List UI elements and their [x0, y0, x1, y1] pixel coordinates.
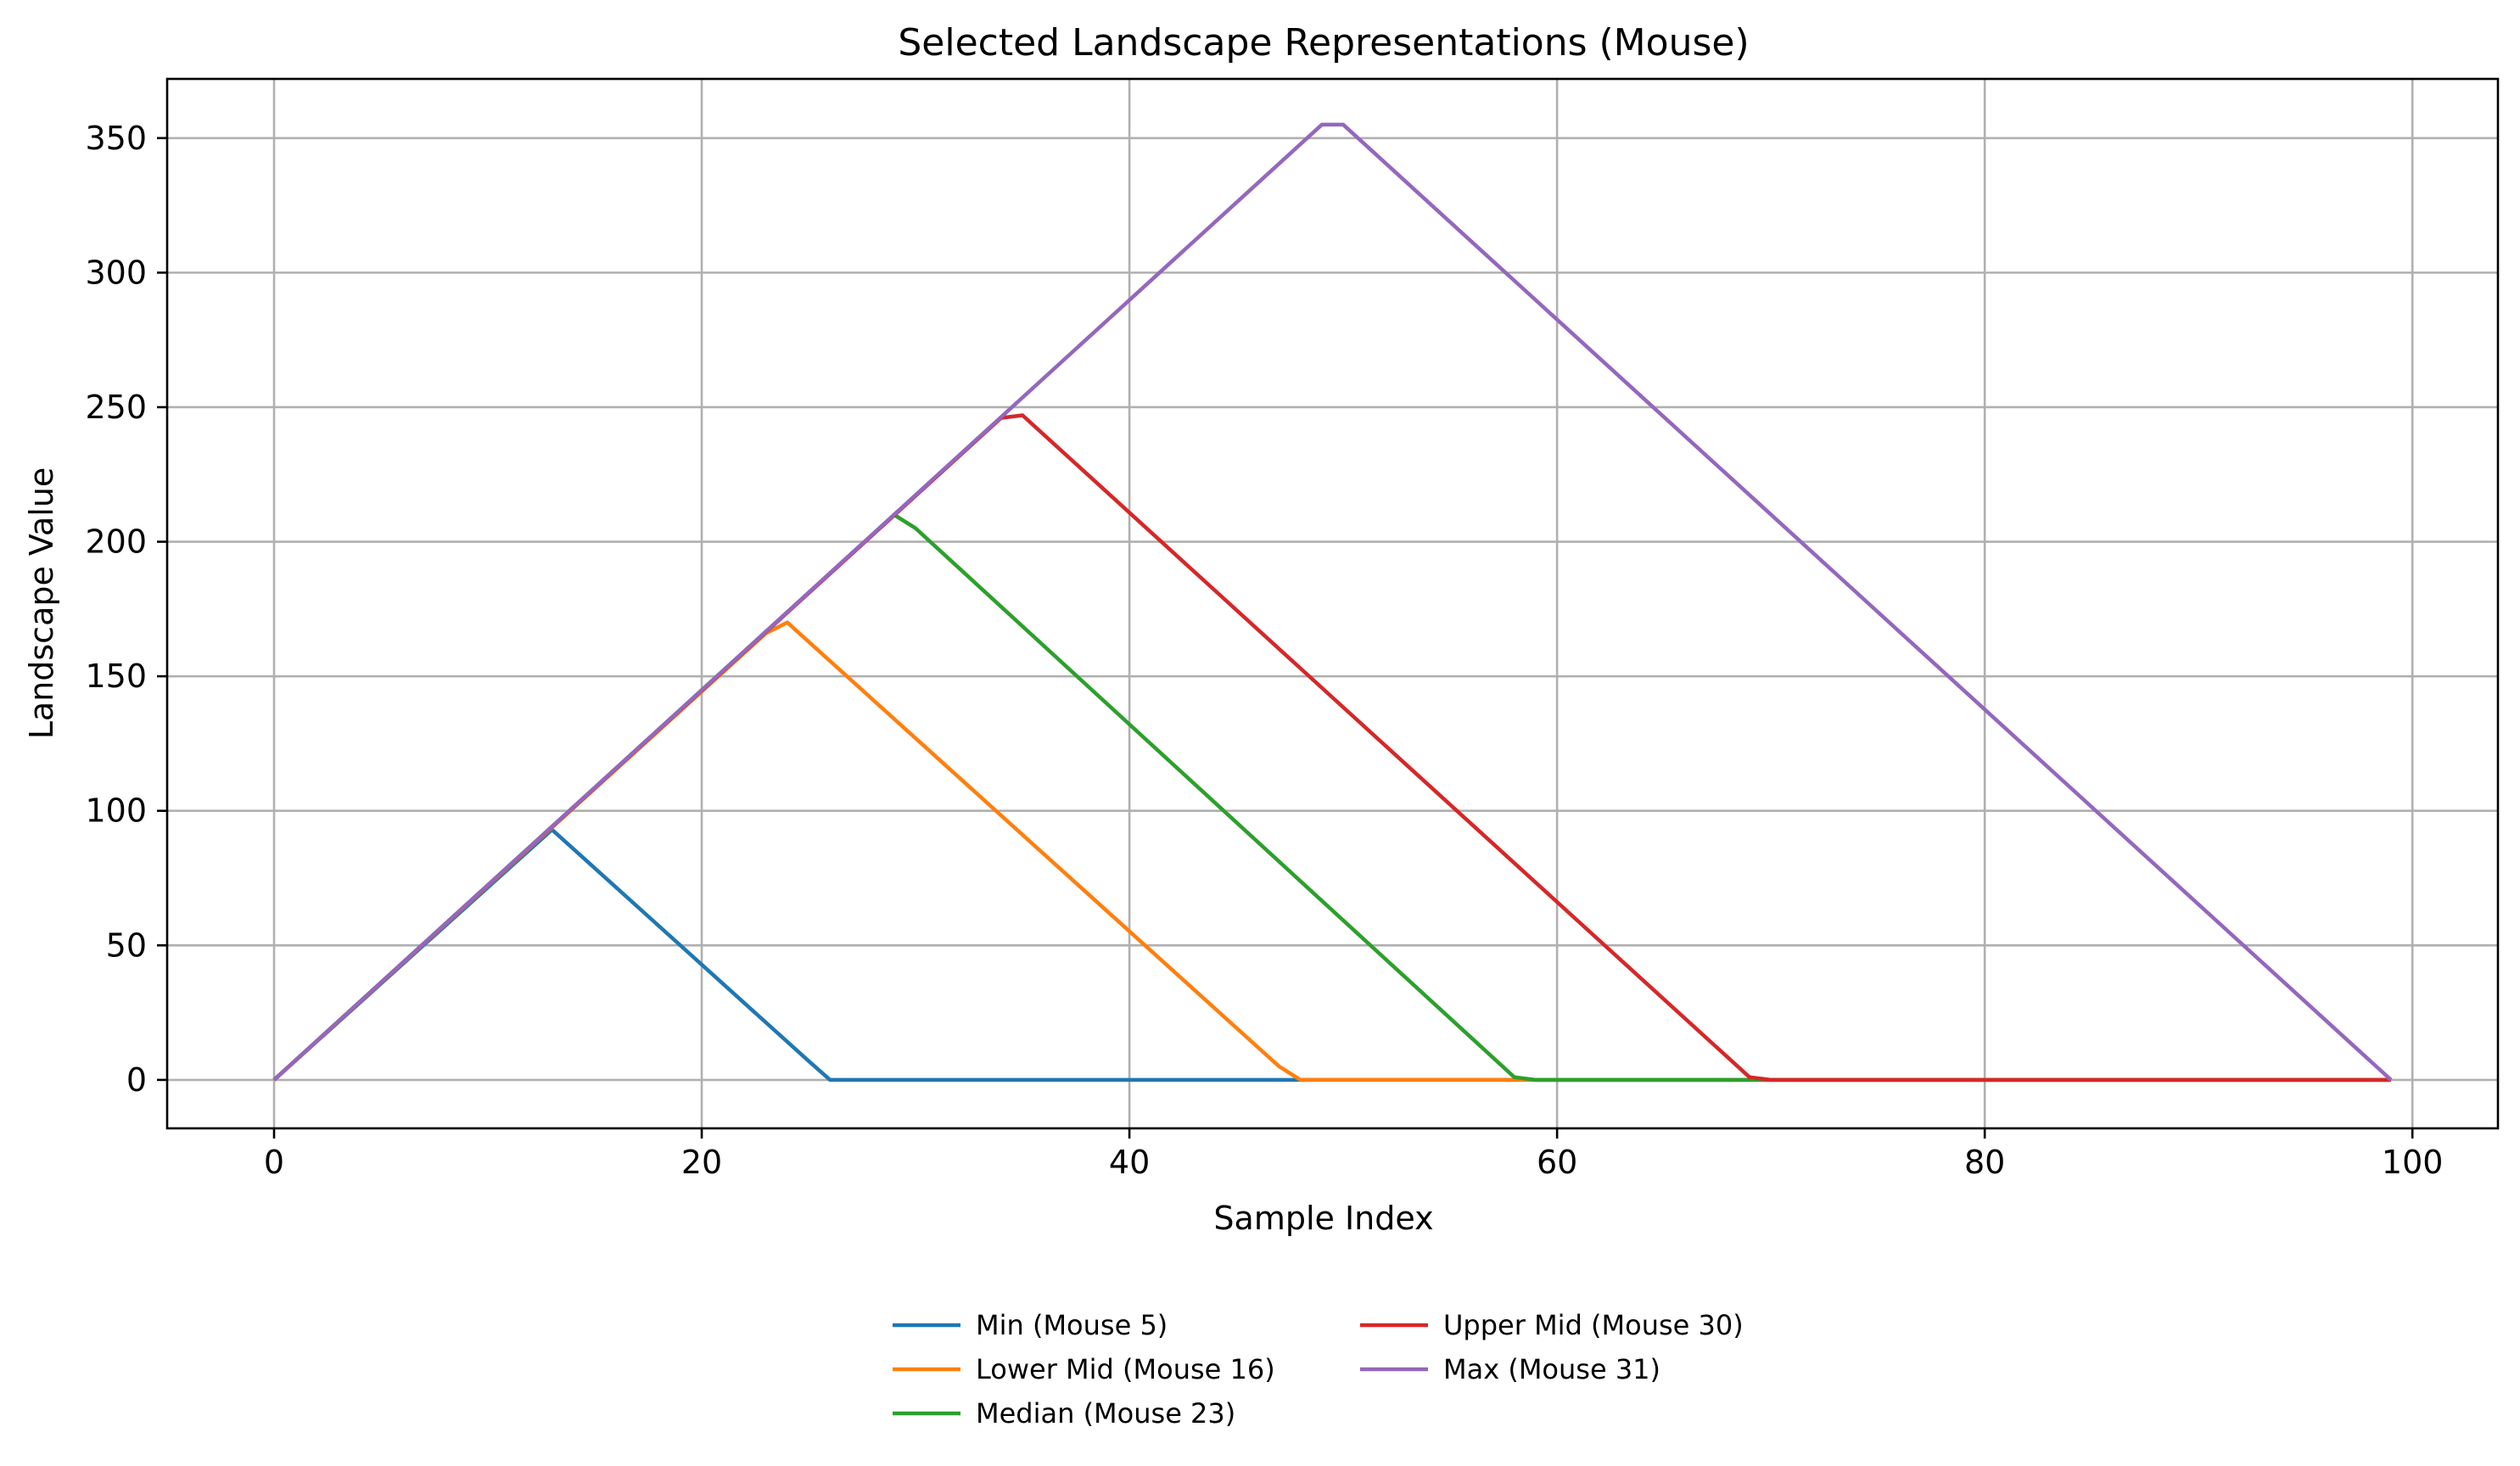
- x-tick-label: 100: [2382, 1144, 2444, 1181]
- y-tick-label: 0: [126, 1061, 147, 1099]
- plot-frame: [165, 77, 2500, 1130]
- x-tick-label: 80: [1964, 1144, 2005, 1181]
- series-layer: [272, 122, 2393, 1083]
- legend-label: Upper Mid (Mouse 30): [1443, 1309, 1744, 1341]
- x-axis-label: Sample Index: [1213, 1200, 1433, 1237]
- x-tick-label: 20: [681, 1144, 722, 1181]
- series-line-upper-mid-mouse-30: [272, 413, 2391, 1083]
- series-line-median-mouse-23: [272, 512, 2391, 1083]
- series-line-min-mouse-5: [272, 827, 2391, 1083]
- chart-title: Selected Landscape Representations (Mous…: [898, 21, 1749, 64]
- x-tick-label: 60: [1537, 1144, 1577, 1181]
- legend-item: Min (Mouse 5): [893, 1309, 1168, 1341]
- x-tick-label: 40: [1109, 1144, 1150, 1181]
- legend: Min (Mouse 5) Lower Mid (Mouse 16) Median …: [893, 1309, 1744, 1430]
- legend-label: Max (Mouse 31): [1443, 1353, 1660, 1385]
- y-tick-label: 250: [85, 389, 147, 426]
- y-tick-label: 300: [85, 254, 147, 291]
- y-tick-label: 350: [85, 120, 147, 157]
- legend-label: Median (Mouse 23): [976, 1397, 1235, 1430]
- y-tick-label: 50: [106, 926, 147, 964]
- y-axis-label: Landscape Value: [23, 467, 60, 740]
- legend-label: Min (Mouse 5): [976, 1309, 1168, 1341]
- y-tick-label: 150: [85, 657, 147, 695]
- legend-item: Median (Mouse 23): [893, 1397, 1235, 1430]
- legend-item: Upper Mid (Mouse 30): [1360, 1309, 1744, 1341]
- legend-label: Lower Mid (Mouse 16): [976, 1353, 1275, 1385]
- x-tick-label: 0: [264, 1144, 284, 1181]
- grid: [167, 79, 2498, 1128]
- y-tick-label: 100: [85, 792, 147, 830]
- legend-item: Lower Mid (Mouse 16): [893, 1353, 1275, 1385]
- y-tick-label: 200: [85, 523, 147, 561]
- series-line-lower-mid-mouse-16: [272, 620, 2391, 1083]
- ticks: 0 20 40 60 80 100 0 50 100 150 200 250 300 350: [85, 120, 2443, 1181]
- legend-item: Max (Mouse 31): [1360, 1353, 1660, 1385]
- series-line-max-mouse-31: [272, 122, 2393, 1082]
